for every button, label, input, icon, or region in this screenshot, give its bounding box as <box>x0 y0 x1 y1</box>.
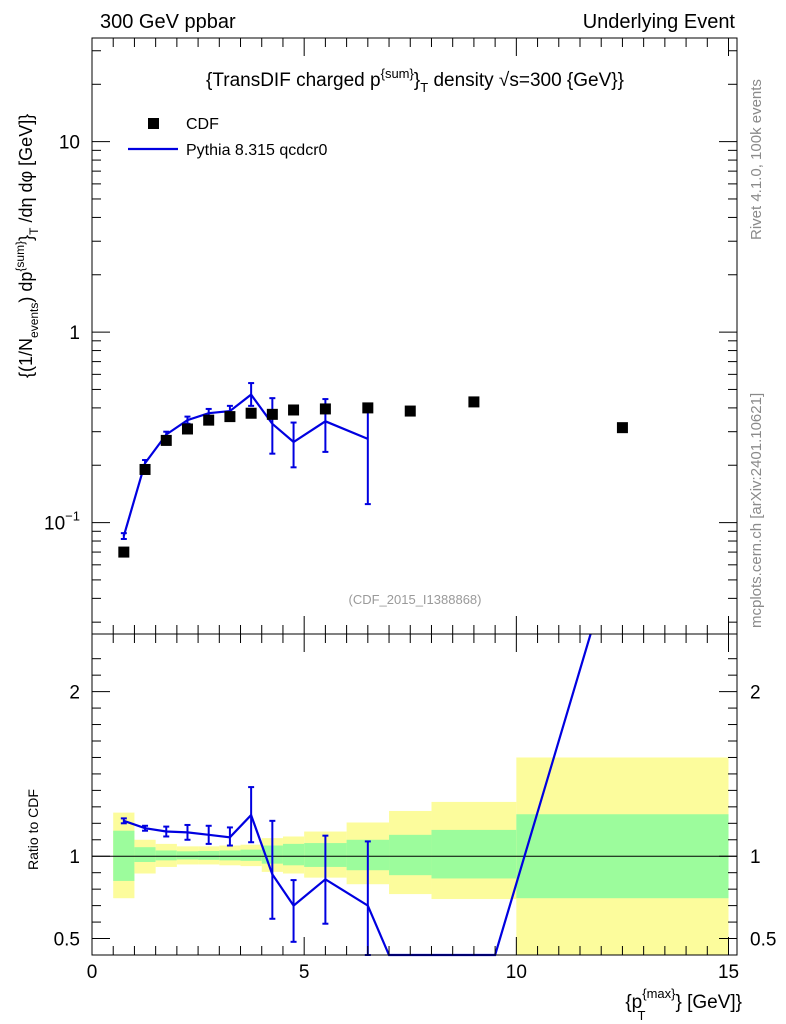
cdf-point <box>288 404 300 416</box>
cdf-point <box>616 422 628 434</box>
header-right-label: Underlying Event <box>583 11 736 33</box>
x-axis-label: {p{max} T} [GeV]} <box>625 986 742 1023</box>
main-y-axis-label: {(1/Nevents) dp{sum}}T /dη dφ [GeV]} <box>13 114 41 378</box>
pythia-error-bars <box>120 382 371 540</box>
cdf-point <box>362 402 374 414</box>
inner-band-segment <box>431 829 517 879</box>
inner-band-segment <box>155 850 177 861</box>
inner-band-segment <box>282 843 305 866</box>
main-plot-ticks <box>91 38 737 634</box>
ratio-series-line <box>123 633 592 957</box>
y-tick-label: 10−1 <box>44 509 80 535</box>
analysis-watermark: (CDF_2015_I1388868) <box>349 592 482 607</box>
cdf-data-points <box>118 396 628 558</box>
ratio-y-axis-label: Ratio to CDF <box>25 789 41 870</box>
cdf-point <box>245 407 257 419</box>
legend-cdf-marker <box>148 118 159 129</box>
rivet-info-label: Rivet 4.1.0, 100k events <box>748 79 765 240</box>
ratio-y-tick-label-right: 2 <box>750 683 761 704</box>
legend-pythia-label: Pythia 8.315 qcdcr0 <box>186 142 328 159</box>
y-tick-label: 10 <box>59 133 80 154</box>
ratio-y-tick-label-right: 1 <box>750 847 761 868</box>
inner-band-segment <box>389 834 432 876</box>
cdf-point <box>160 434 172 446</box>
ratio-y-tick-label-left: 1 <box>69 847 80 868</box>
cdf-point <box>224 411 236 423</box>
cdf-point <box>181 423 193 435</box>
x-tick-label: 5 <box>299 962 310 983</box>
pythia-series-line <box>122 393 369 537</box>
cdf-point <box>139 463 151 475</box>
ratio-y-tick-label-left: 2 <box>69 683 80 704</box>
cdf-point <box>468 396 480 408</box>
ratio-plot-ticks <box>91 634 737 955</box>
inner-band-segment <box>134 847 156 862</box>
ratio-plot-panel: 0.5 0.5 1 1 2 2 0 5 10 15 Ratio to CDF {p{max} T}… <box>25 633 777 1023</box>
legend-cdf-label: CDF <box>186 116 219 133</box>
inner-band-segment <box>198 850 220 860</box>
mcplots-info-label: mcplots.cern.ch [arXiv:2401.10621] <box>748 393 765 628</box>
ratio-plot-frame <box>91 633 738 956</box>
cdf-point <box>404 405 416 417</box>
x-tick-label: 15 <box>718 962 739 983</box>
main-plot-panel: 10−1 1 10 {TransDIF charged p{sum}}T densi… <box>13 37 738 635</box>
ratio-y-tick-label-right: 0.5 <box>750 930 776 951</box>
main-y-tick-labels: 10−1 1 10 <box>44 133 80 535</box>
inner-band-segment <box>219 850 241 861</box>
plot-title: {TransDIF charged p{sum}}T density √s=30… <box>206 66 624 95</box>
cdf-point <box>266 408 278 420</box>
inner-band-segment <box>240 849 262 861</box>
cdf-point <box>203 414 215 426</box>
header-left-label: 300 GeV ppbar <box>100 11 236 33</box>
x-tick-label: 0 <box>87 962 98 983</box>
x-tick-label: 10 <box>506 962 527 983</box>
y-tick-label: 1 <box>69 323 80 344</box>
cdf-point <box>319 403 331 415</box>
ratio-y-tick-labels: 0.5 0.5 1 1 2 2 <box>54 683 777 951</box>
inner-band-segment <box>176 851 199 860</box>
ratio-x-tick-labels: 0 5 10 15 <box>87 962 739 983</box>
ratio-y-tick-label-left: 0.5 <box>54 930 80 951</box>
cdf-point <box>118 546 130 558</box>
